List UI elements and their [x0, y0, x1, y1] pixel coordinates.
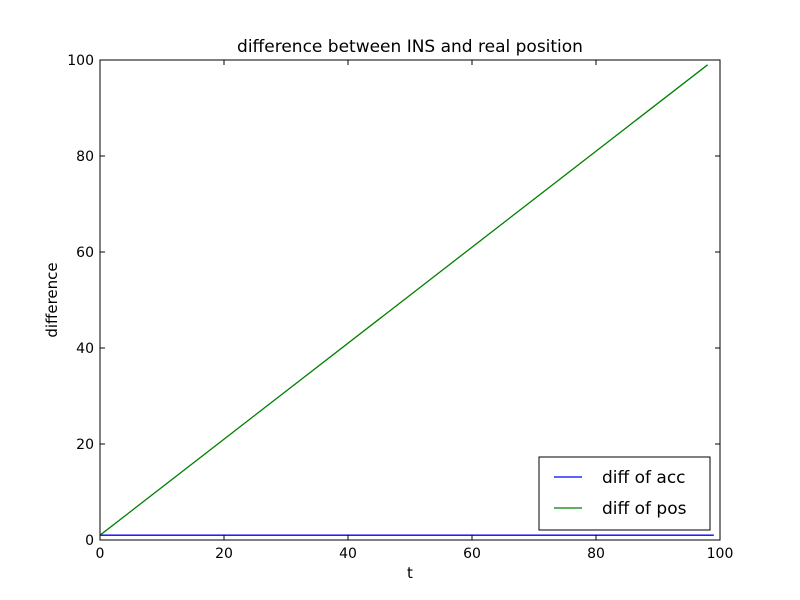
y-tick-label: 0	[85, 533, 94, 549]
legend-label-2: diff of pos	[602, 499, 687, 519]
x-tick-label: 60	[463, 546, 481, 562]
y-axis-label: difference	[43, 262, 61, 337]
y-tick-label: 40	[76, 341, 94, 357]
plot-frame	[99, 59, 721, 541]
x-axis-label: t	[407, 564, 413, 582]
x-tick-label: 0	[96, 546, 105, 562]
y-tick-label: 20	[76, 437, 94, 453]
legend: diff of acc diff of pos	[538, 456, 711, 531]
y-tick-label: 60	[76, 245, 94, 261]
series-line-2	[99, 64, 708, 536]
x-tick-label: 80	[587, 546, 605, 562]
chart-title: difference between INS and real position	[237, 37, 583, 57]
y-tick-label: 80	[76, 149, 94, 165]
x-tick-label: 100	[707, 546, 734, 562]
x-tick-label: 20	[215, 546, 233, 562]
legend-box	[538, 456, 711, 531]
x-tick-label: 40	[339, 546, 357, 562]
legend-label-1: diff of acc	[602, 468, 686, 488]
y-tick-label: 100	[67, 53, 94, 69]
